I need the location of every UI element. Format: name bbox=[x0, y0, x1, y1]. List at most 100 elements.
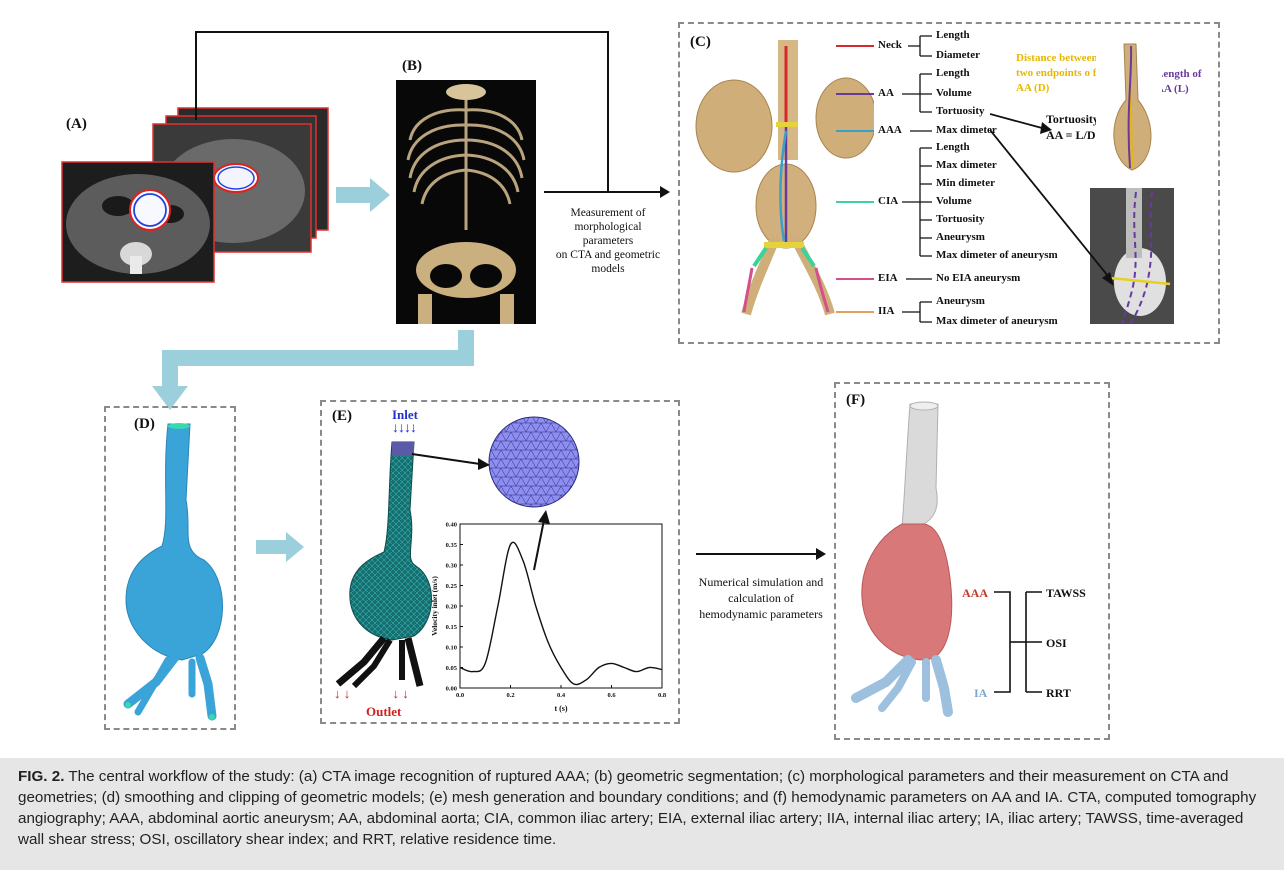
length-line-1: Length of bbox=[1156, 68, 1202, 80]
neck-param-2: Diameter bbox=[936, 49, 980, 61]
cia-param-2: Max dimeter bbox=[936, 159, 997, 171]
arrow-a-to-b bbox=[336, 178, 390, 212]
y-tick-label: 0.05 bbox=[446, 665, 458, 672]
param-tawss: TAWSS bbox=[1046, 586, 1086, 600]
simulation-caption: Numerical simulation and calculation of … bbox=[686, 574, 836, 622]
arrow-b-to-d bbox=[152, 330, 474, 410]
param-osi: OSI bbox=[1046, 636, 1067, 650]
simulation-line-1: Numerical simulation and bbox=[698, 575, 824, 589]
arrow-d-to-e bbox=[256, 532, 304, 562]
mesh-aorta-model bbox=[335, 441, 432, 689]
cia-param-7: Max dimeter of aneurysm bbox=[936, 249, 1058, 261]
ia-label: IA bbox=[974, 686, 988, 700]
length-label: Length of AA (L) bbox=[1156, 67, 1202, 97]
x-axis-label: t (s) bbox=[554, 704, 567, 713]
y-axis-label: Velocity inlet (m/s) bbox=[430, 576, 439, 636]
panel-c-frame bbox=[678, 22, 1220, 344]
velocity-inlet-chart: 0.00 0.05 0.10 0.15 0.20 0.25 0.30 0.35 0.40 0.0 0… bbox=[430, 522, 667, 714]
measurement-line-4: models bbox=[591, 263, 625, 275]
y-tick-label: 0.35 bbox=[446, 542, 458, 549]
smoothed-aorta-model bbox=[123, 423, 223, 721]
figure-caption: FIG. 2. The central workflow of the stud… bbox=[0, 758, 1284, 870]
simulation-line-2: calculation of bbox=[728, 591, 794, 605]
measurement-line-3: on CTA and geometric bbox=[555, 249, 661, 261]
iia-param-1: Aneurysm bbox=[936, 295, 985, 307]
panel-d-frame bbox=[104, 406, 236, 730]
caption-text: The central workflow of the study: (a) C… bbox=[18, 768, 1257, 848]
cia-param-5: Tortuosity bbox=[936, 213, 985, 225]
cia-param-1: Length bbox=[936, 141, 970, 153]
x-tick-label: 0.0 bbox=[456, 692, 464, 699]
x-tick-label: 0.6 bbox=[607, 692, 616, 699]
distance-line-3: AA (D) bbox=[1016, 82, 1050, 94]
segment-neck: Neck bbox=[878, 39, 902, 51]
inlet-arrows: ↓↓↓↓ bbox=[392, 421, 417, 436]
measurement-line-1: Measurement of bbox=[570, 207, 646, 219]
distance-label: Distance between two endpoints o f AA (D… bbox=[1016, 51, 1098, 96]
hemodynamic-aorta-model bbox=[851, 401, 953, 717]
y-tick-label: 0.10 bbox=[446, 645, 457, 652]
segment-eia: EIA bbox=[878, 272, 898, 284]
chart-line bbox=[459, 541, 663, 686]
ct-slice-front bbox=[61, 161, 215, 283]
segment-iia: IIA bbox=[878, 305, 895, 317]
length-line-2: AA (L) bbox=[1156, 83, 1189, 95]
connector-a-to-c bbox=[195, 31, 609, 192]
cia-param-3: Min dimeter bbox=[936, 177, 995, 189]
ct-3d-skeleton-render bbox=[396, 80, 536, 324]
neck-param-1: Length bbox=[936, 29, 970, 41]
aaa-label: AAA bbox=[962, 586, 988, 600]
cia-param-4: Volume bbox=[936, 195, 972, 207]
y-tick-label: 0.15 bbox=[446, 624, 458, 631]
aa-param-1: Length bbox=[936, 67, 970, 79]
panel-c-label: (C) bbox=[690, 34, 711, 50]
y-tick-label: 0.40 bbox=[446, 522, 457, 529]
segment-aaa: AAA bbox=[878, 124, 902, 136]
inlet-mesh-detail bbox=[488, 416, 580, 508]
cia-param-6: Aneurysm bbox=[936, 231, 985, 243]
segment-cia: CIA bbox=[878, 195, 899, 207]
outlet-arrows: ↓ ↓ ↓ ↓ bbox=[334, 686, 409, 701]
panel-b-label: (B) bbox=[402, 58, 422, 74]
tortuosity-line-2: AA = L/D bbox=[1046, 128, 1096, 142]
y-tick-label: 0.25 bbox=[446, 583, 458, 590]
panel-f-label: (F) bbox=[846, 392, 866, 408]
aorta-kidney-model bbox=[695, 40, 874, 316]
chart-axes: 0.00 0.05 0.10 0.15 0.20 0.25 0.30 0.35 0.40 0.0 0… bbox=[430, 522, 667, 714]
aa-param-2: Volume bbox=[936, 87, 972, 99]
chart-frame bbox=[459, 523, 663, 689]
tortuosity-line-1: Tortuosity of bbox=[1046, 112, 1112, 126]
x-tick-label: 0.8 bbox=[658, 692, 667, 699]
aaa-param-1: Max dimeter bbox=[936, 124, 997, 136]
eia-param-1: No EIA aneurysm bbox=[936, 272, 1021, 284]
caption-label: FIG. 2. bbox=[18, 768, 65, 785]
mesh-detail-arrows bbox=[411, 453, 550, 571]
segment-brackets bbox=[836, 35, 932, 323]
distance-line-1: Distance between bbox=[1016, 52, 1098, 64]
measurement-caption: Measurement of morphological parameters … bbox=[552, 206, 664, 276]
panel-d-label: (D) bbox=[134, 416, 155, 432]
panel-e-label: (E) bbox=[332, 408, 352, 424]
y-tick-label: 0.30 bbox=[446, 563, 457, 570]
aa-param-3: Tortuosity bbox=[936, 105, 985, 117]
simulation-line-3: hemodynamic parameters bbox=[699, 607, 823, 621]
x-tick-label: 0.4 bbox=[557, 692, 566, 699]
panel-f-frame bbox=[834, 382, 1110, 740]
ct-image-stack bbox=[61, 107, 329, 283]
tortuosity-label: Tortuosity of AA = L/D bbox=[1046, 111, 1112, 143]
iia-param-2: Max dimeter of aneurysm bbox=[936, 315, 1058, 327]
panel-e-frame bbox=[320, 400, 680, 724]
hemodynamic-brackets bbox=[994, 591, 1042, 693]
panel-a-label: (A) bbox=[66, 116, 87, 132]
inlet-label: Inlet bbox=[392, 407, 418, 422]
y-tick-label: 0.20 bbox=[446, 604, 457, 611]
param-rrt: RRT bbox=[1046, 686, 1071, 700]
arrow-e-to-f bbox=[696, 548, 826, 560]
measurement-line-2: morphological parameters bbox=[574, 221, 642, 247]
y-tick-label: 0.00 bbox=[446, 686, 457, 693]
aa-length-render bbox=[1096, 40, 1162, 172]
x-tick-label: 0.2 bbox=[506, 692, 514, 699]
arrow-b-to-c bbox=[544, 186, 670, 198]
segment-aa: AA bbox=[878, 87, 894, 99]
velocity-series-line bbox=[459, 541, 663, 686]
